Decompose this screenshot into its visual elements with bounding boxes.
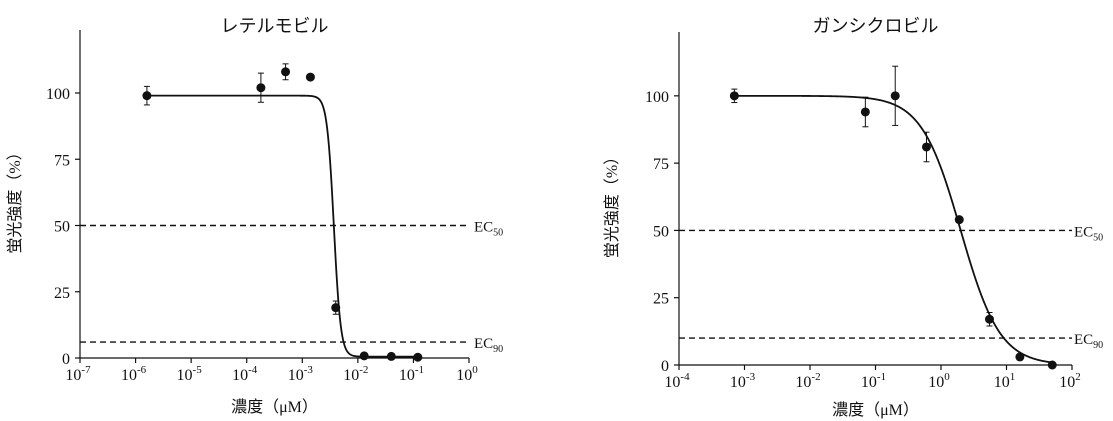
data-point	[921, 142, 931, 152]
x-tick-exponent: 0	[944, 371, 950, 383]
y-tick-label: 25	[653, 291, 669, 308]
x-tick-base: 10	[861, 374, 877, 391]
data-point	[359, 351, 369, 361]
data-point	[413, 352, 423, 362]
y-tick-label: 0	[661, 358, 669, 375]
x-tick-base: 10	[456, 367, 472, 384]
x-tick-label: 10-3	[288, 364, 314, 384]
reference-label: EC50	[474, 220, 503, 239]
reference-label-base: EC	[474, 220, 493, 236]
x-tick-exponent: -4	[680, 371, 690, 383]
data-point	[256, 83, 266, 93]
x-tick-label: 10-4	[232, 364, 258, 384]
x-tick-exponent: -3	[304, 364, 314, 376]
data-point	[305, 72, 315, 82]
x-tick-label: 101	[994, 371, 1016, 391]
x-tick-label: 10-1	[399, 364, 424, 384]
x-tick-label: 102	[1059, 371, 1081, 391]
x-tick-label: 10-2	[795, 371, 820, 391]
x-tick-base: 10	[343, 367, 359, 384]
x-tick-base: 10	[1059, 374, 1075, 391]
reference-label-sub: 90	[1093, 340, 1103, 351]
x-tick-label: 10-2	[343, 364, 368, 384]
x-tick-base: 10	[65, 367, 81, 384]
y-tick-label: 100	[645, 89, 669, 106]
x-tick-label: 100	[928, 371, 950, 391]
reference-label-sub: 90	[493, 344, 503, 355]
data-point	[142, 91, 152, 101]
y-axis-label: 蛍光強度（%）	[603, 149, 621, 258]
x-tick-label: 10-1	[861, 371, 886, 391]
y-axis-label: 蛍光強度（%）	[6, 144, 24, 253]
chart-title: ガンシクロビル	[813, 16, 939, 36]
x-tick-exponent: -3	[746, 371, 756, 383]
data-point	[954, 215, 964, 225]
data-point	[386, 351, 396, 361]
data-point	[729, 91, 739, 101]
x-tick-label: 10-3	[730, 371, 756, 391]
chart-title: レテルモビル	[221, 16, 329, 36]
y-tick-label: 100	[46, 86, 70, 103]
x-tick-base: 10	[730, 374, 746, 391]
x-tick-exponent: 2	[1075, 371, 1081, 383]
x-tick-base: 10	[232, 367, 248, 384]
y-tick-label: 75	[653, 156, 669, 173]
data-point	[281, 67, 291, 77]
y-tick-label: 0	[62, 351, 70, 368]
x-tick-label: 100	[456, 364, 478, 384]
x-tick-base: 10	[795, 374, 811, 391]
reference-label: EC90	[474, 336, 503, 355]
x-tick-label: 10-5	[177, 364, 203, 384]
x-axis-label: 濃度（μM）	[231, 398, 318, 416]
reference-label-base: EC	[474, 336, 493, 352]
data-point	[890, 91, 900, 101]
x-tick-exponent: 1	[1010, 371, 1016, 383]
x-tick-base: 10	[664, 374, 680, 391]
x-tick-base: 10	[994, 374, 1010, 391]
x-tick-exponent: -4	[248, 364, 258, 376]
reference-label-sub: 50	[493, 228, 503, 239]
fit-curve	[146, 94, 418, 358]
y-tick-label: 50	[653, 223, 669, 240]
x-tick-label: 10-4	[664, 371, 690, 391]
x-tick-exponent: -1	[415, 364, 424, 376]
reference-label: EC90	[1074, 332, 1103, 351]
x-tick-base: 10	[288, 367, 304, 384]
x-axis-label: 濃度（μM）	[832, 401, 919, 419]
reference-label-base: EC	[1074, 332, 1093, 348]
x-tick-exponent: -2	[359, 364, 368, 376]
x-tick-base: 10	[121, 367, 137, 384]
y-tick-label: 75	[54, 152, 70, 169]
reference-label-base: EC	[1074, 224, 1093, 240]
y-tick-label: 25	[54, 285, 70, 302]
data-point	[984, 314, 994, 324]
reference-label: EC50	[1074, 224, 1103, 243]
x-tick-base: 10	[177, 367, 193, 384]
fit-curve	[734, 94, 1053, 364]
reference-label-sub: 50	[1093, 232, 1103, 243]
x-tick-label: 10-6	[121, 364, 147, 384]
x-tick-exponent: -1	[877, 371, 886, 383]
x-tick-exponent: -5	[193, 364, 203, 376]
x-tick-label: 10-7	[65, 364, 91, 384]
x-tick-exponent: -7	[81, 364, 91, 376]
x-tick-exponent: 0	[472, 364, 478, 376]
data-point	[1015, 352, 1025, 362]
x-tick-exponent: -6	[137, 364, 147, 376]
y-tick-label: 50	[54, 219, 70, 236]
x-tick-base: 10	[399, 367, 415, 384]
x-tick-base: 10	[928, 374, 944, 391]
data-point	[860, 107, 870, 117]
data-point	[1047, 360, 1057, 370]
data-point	[331, 303, 341, 313]
x-tick-exponent: -2	[811, 371, 820, 383]
